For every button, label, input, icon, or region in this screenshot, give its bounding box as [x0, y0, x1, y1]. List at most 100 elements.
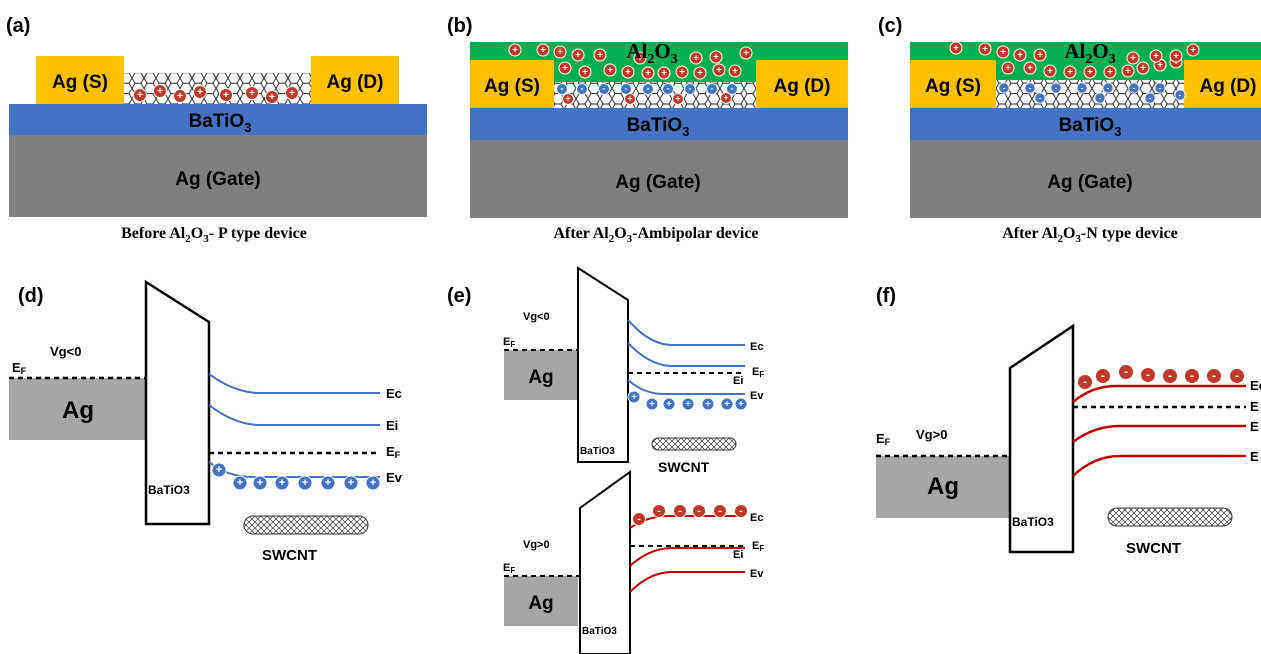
electron-f	[1118, 364, 1134, 380]
electron-e	[713, 504, 727, 518]
positive-charge-c	[949, 41, 963, 55]
ev-label-e-top: Ev	[750, 390, 764, 402]
positive-charge-c	[1126, 51, 1140, 65]
electron-f-sign: -	[1235, 368, 1239, 382]
positive-charge-c	[1103, 65, 1117, 79]
ec-label-e-bottom: Ec	[750, 512, 763, 524]
hole-d	[274, 475, 290, 491]
hole-d-sign: +	[370, 477, 377, 489]
positive-charge-b-sign: +	[679, 67, 685, 78]
electron-c	[1094, 92, 1106, 104]
hole-a	[265, 90, 279, 104]
electron-c-sign: -	[1081, 82, 1084, 92]
ei-band-d	[208, 404, 380, 426]
ag-label-e-bottom: Ag	[528, 593, 553, 614]
drain-label-c: Ag (D)	[1200, 76, 1257, 97]
positive-charge-b	[689, 51, 703, 65]
hole-b	[562, 93, 574, 105]
al2o3-fill-b	[554, 60, 756, 82]
electron-f-sign: -	[1146, 367, 1150, 381]
caption-a: Before Al2O3- P type device	[121, 225, 307, 245]
electron-b	[706, 83, 718, 95]
hole-a-sign: +	[289, 88, 295, 99]
ei-band-e-bottom	[629, 547, 745, 567]
positive-charge-b-sign: +	[562, 63, 568, 74]
positive-charge-b	[553, 45, 567, 59]
band-label-f-4: E	[1250, 449, 1259, 464]
electron-e	[652, 504, 666, 518]
swcnt-icon-d	[243, 515, 369, 535]
electron-f-sign: -	[1168, 368, 1172, 382]
batio3-barrier-e-bottom	[579, 470, 631, 654]
positive-charge-b-sign: +	[645, 68, 651, 79]
ag-metal-e-top	[504, 350, 578, 400]
hole-e-sign: +	[649, 399, 655, 410]
drain-label-b: Ag (D)	[774, 76, 831, 97]
ev-band-f	[1072, 454, 1246, 477]
positive-charge-c-sign: +	[1005, 63, 1011, 74]
positive-charge-c	[1149, 49, 1163, 63]
ag-metal-e-bottom	[504, 576, 578, 626]
caption-c: After Al2O3-N type device	[1002, 225, 1178, 245]
hole-a	[285, 86, 299, 100]
bias-label-e-bottom: Vg>0	[523, 539, 550, 551]
electron-b	[620, 83, 632, 95]
dielectric-label-b: BaTiO3	[627, 115, 690, 139]
positive-charge-b-sign: +	[512, 45, 518, 56]
electron-f	[1206, 368, 1222, 384]
positive-charge-c-sign: +	[1190, 45, 1196, 56]
positive-charge-b	[593, 48, 607, 62]
hole-d-sign: +	[348, 477, 355, 489]
positive-charge-c-sign: +	[1173, 51, 1179, 62]
ev-band-d	[208, 461, 380, 478]
caption-b: After Al2O3-Ambipolar device	[553, 225, 758, 245]
positive-charge-c	[1023, 61, 1037, 75]
panel-label-b: (b)	[447, 15, 473, 37]
electron-f	[1077, 374, 1093, 390]
drain-electrode-b	[756, 60, 848, 108]
hole-d	[320, 475, 336, 491]
dielectric-layer-c	[910, 108, 1261, 140]
hole-e	[720, 397, 734, 411]
al2o3-label-b: Al2O3	[626, 39, 677, 67]
positive-charge-c	[1043, 64, 1057, 78]
gate-layer-c	[910, 140, 1261, 218]
positive-charge-b	[508, 43, 522, 57]
positive-charge-b-sign: +	[693, 53, 699, 64]
charge-carriers-c: +++++++++++++++++++-----------	[949, 41, 1200, 104]
electron-c	[1144, 92, 1156, 104]
panel-a: (a) + + + + + + + + Ag (S) Ag (D) BaTiO3 Ag (Ga…	[6, 15, 427, 245]
positive-charge-b-sign: +	[597, 50, 603, 61]
bias-label-f: Vg>0	[916, 427, 947, 442]
positive-charge-c	[978, 42, 992, 56]
source-label-a: Ag (S)	[52, 72, 108, 93]
positive-charge-c-sign: +	[1000, 47, 1006, 58]
batio3-barrier-e-top	[577, 266, 629, 463]
ei-band-e-top	[627, 342, 745, 367]
electron-e-sign: -	[718, 506, 722, 517]
electron-b	[556, 83, 568, 95]
fermi-metal-label-f: EF	[876, 431, 891, 447]
positive-charge-c-sign: +	[1037, 50, 1043, 61]
electron-c	[1154, 82, 1166, 94]
electron-b-sign: -	[689, 83, 692, 93]
dielectric-layer-a	[9, 104, 427, 135]
positive-charge-c-sign: +	[1153, 51, 1159, 62]
ag-metal-f	[876, 456, 1010, 518]
ei-label-e-bottom: Ei	[733, 549, 743, 561]
panel-label-c: (c)	[878, 15, 902, 37]
hole-e-sign: +	[724, 399, 730, 410]
positive-charge-c	[1063, 65, 1077, 79]
electron-c-sign: -	[1159, 82, 1162, 92]
electron-c-sign: -	[1099, 92, 1102, 102]
electron-e-sign: -	[637, 514, 641, 525]
gate-label-a: Ag (Gate)	[175, 169, 261, 190]
electron-row-e: -- - - - -	[632, 504, 748, 526]
positive-charge-b	[621, 65, 635, 79]
electron-c	[1050, 82, 1062, 94]
panel-f: (f) Ag EF Vg>0 BaTiO3 Ec E E E -------- …	[876, 285, 1261, 557]
bias-label-d: Vg<0	[50, 344, 81, 359]
electron-c-sign: -	[1133, 82, 1136, 92]
positive-charge-b	[641, 66, 655, 80]
